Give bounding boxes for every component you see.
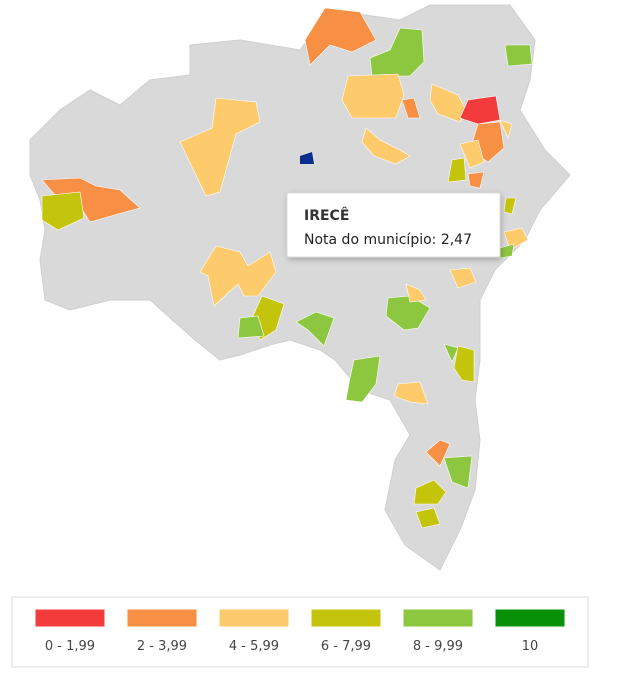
tooltip-box: [286, 192, 501, 258]
municipality[interactable]: [179, 97, 261, 197]
municipality[interactable]: [443, 455, 473, 489]
municipality[interactable]: [304, 7, 377, 66]
municipality[interactable]: [345, 355, 381, 403]
municipality[interactable]: [467, 171, 485, 189]
legend-label: 4 - 5,99: [229, 639, 279, 654]
municipality[interactable]: [459, 95, 501, 125]
municipality[interactable]: [405, 283, 427, 303]
municipality[interactable]: [300, 152, 314, 164]
municipality[interactable]: [425, 439, 451, 467]
municipality[interactable]: [453, 345, 475, 383]
municipality[interactable]: [447, 157, 467, 183]
municipality[interactable]: [415, 507, 441, 529]
tooltip-text: Nota do município: 2,47: [304, 232, 472, 248]
legend-label: 0 - 1,99: [45, 639, 95, 654]
municipality[interactable]: [413, 479, 447, 505]
municipality[interactable]: [504, 44, 533, 67]
municipality[interactable]: [361, 127, 411, 165]
legend: 0 - 1,99 2 - 3,99 4 - 5,99 6 - 7,99 8 - 9,99…: [11, 596, 589, 668]
municipality[interactable]: [341, 73, 405, 119]
tooltip-title: IRECÊ: [304, 207, 349, 224]
municipalities: [41, 7, 533, 529]
municipality[interactable]: [499, 119, 513, 139]
municipality[interactable]: [41, 191, 85, 231]
municipality[interactable]: [393, 381, 429, 405]
municipality[interactable]: [295, 311, 335, 347]
legend-swatch: [126, 608, 198, 628]
tooltip: IRECÊ Nota do município: 2,47: [286, 192, 501, 258]
legend-swatch: [34, 608, 106, 628]
municipality[interactable]: [503, 227, 529, 251]
legend-label: 2 - 3,99: [137, 639, 187, 654]
legend-label: 10: [522, 639, 539, 654]
legend-box: [11, 596, 589, 668]
legend-label: 6 - 7,99: [321, 639, 371, 654]
municipality[interactable]: [443, 343, 459, 363]
state-outline[interactable]: [29, 4, 571, 571]
municipality[interactable]: [429, 83, 467, 123]
legend-swatch: [310, 608, 382, 628]
municipality[interactable]: [237, 315, 265, 339]
municipality[interactable]: [199, 245, 277, 307]
legend-swatch: [218, 608, 290, 628]
municipality[interactable]: [459, 139, 485, 169]
state-map: [29, 4, 571, 571]
legend-label: 8 - 9,99: [413, 639, 463, 654]
legend-swatch: [402, 608, 474, 628]
legend-swatch: [494, 608, 566, 628]
municipality[interactable]: [401, 97, 421, 119]
municipality[interactable]: [503, 197, 517, 215]
municipality[interactable]: [449, 267, 477, 289]
